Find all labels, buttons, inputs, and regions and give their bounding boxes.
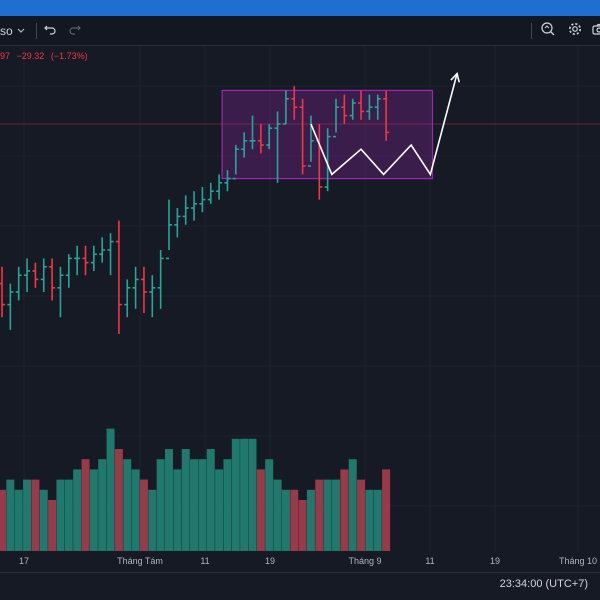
symbol-name: so <box>0 24 13 38</box>
volume-bar <box>148 489 157 551</box>
volume-bar <box>6 479 15 551</box>
chart-pane[interactable] <box>0 46 600 552</box>
volume-bar <box>332 479 340 551</box>
time-tick-label: 19 <box>489 556 501 566</box>
symbol-selector[interactable]: so <box>0 16 25 46</box>
time-tick-label: Tháng 10 <box>558 556 598 566</box>
volume-bar <box>315 479 324 551</box>
volume-bar <box>14 489 23 551</box>
chart-toolbar: so <box>0 16 600 46</box>
volume-bar <box>173 469 182 551</box>
time-tick-label: 11 <box>200 556 210 566</box>
volume-bar <box>139 479 148 551</box>
volume-bar <box>131 469 140 551</box>
settings-button[interactable] <box>564 16 586 46</box>
volume-bar <box>190 459 199 551</box>
volume-bar <box>123 459 132 551</box>
volume-bar <box>48 500 57 551</box>
volume-bar <box>31 479 40 551</box>
volume-bar <box>98 459 107 551</box>
volume-bar <box>348 459 357 551</box>
volume-bar <box>256 469 265 551</box>
volume-bar <box>223 459 232 551</box>
undo-icon <box>43 22 57 41</box>
volume-bar <box>298 500 307 551</box>
volume-bar <box>89 469 98 551</box>
volume-bar <box>265 459 274 551</box>
volume-bar <box>290 489 299 551</box>
chevron-down-icon <box>17 26 25 36</box>
volume-bar <box>382 469 391 551</box>
timezone-clock[interactable]: 23:34:00 (UTC+7) <box>499 578 588 590</box>
volume-bar <box>181 449 190 551</box>
volume-bar <box>198 459 207 551</box>
zoom-icon <box>540 21 556 42</box>
volume-bar <box>240 438 249 551</box>
volume-bar <box>39 489 48 551</box>
volume-bar <box>165 449 173 551</box>
undo-button[interactable] <box>39 16 61 46</box>
volume-bar <box>365 489 374 551</box>
volume-bar <box>231 438 240 551</box>
change-percent: (−1.73%) <box>50 51 88 61</box>
toolbar-divider <box>36 23 37 39</box>
snapshot-button[interactable] <box>588 16 600 46</box>
volume-bar <box>0 489 6 551</box>
volume-bar <box>156 459 165 551</box>
time-tick-label: 11 <box>425 556 435 566</box>
volume-bar <box>273 479 282 551</box>
volume-bar <box>114 449 123 551</box>
volume-bar <box>81 459 90 551</box>
volume-bar <box>340 469 349 551</box>
time-axis[interactable]: 17 Tháng Tám 11 19 Tháng 9 11 19 Tháng 1… <box>0 552 600 572</box>
change-value: −29.32 <box>16 51 45 61</box>
chart-canvas[interactable] <box>0 46 600 552</box>
toolbar-divider <box>531 23 532 39</box>
volume-bar <box>281 489 290 551</box>
volume-bar <box>323 479 332 551</box>
ohlc-legend: 97 −29.32 (−1.73%) <box>0 51 92 61</box>
volume-bar <box>23 479 32 551</box>
redo-button[interactable] <box>64 16 86 46</box>
status-bar: 23:34:00 (UTC+7) <box>0 572 600 600</box>
volume-bar <box>357 479 366 551</box>
zoom-button[interactable] <box>537 16 559 46</box>
camera-icon <box>592 22 600 41</box>
gear-icon <box>567 21 583 42</box>
volume-bar <box>106 428 115 551</box>
volume-bar <box>215 469 224 551</box>
volume-bar <box>64 479 73 551</box>
volume-bar <box>206 449 215 551</box>
volume-bar <box>248 438 257 551</box>
volume-bar <box>306 489 315 551</box>
volume-bar <box>73 469 82 551</box>
time-tick-label: 19 <box>264 556 276 566</box>
time-tick-label: Tháng Tám <box>117 556 163 566</box>
volume-bar <box>56 479 65 551</box>
redo-icon <box>68 22 82 41</box>
time-tick-label: Tháng 9 <box>348 556 382 566</box>
close-value: 97 <box>0 51 11 61</box>
window-title-strip <box>0 0 600 16</box>
projection-path-drawing <box>310 73 458 177</box>
volume-bar <box>373 489 382 551</box>
arrow-head-icon <box>450 71 460 83</box>
time-tick-label: 17 <box>18 556 30 566</box>
